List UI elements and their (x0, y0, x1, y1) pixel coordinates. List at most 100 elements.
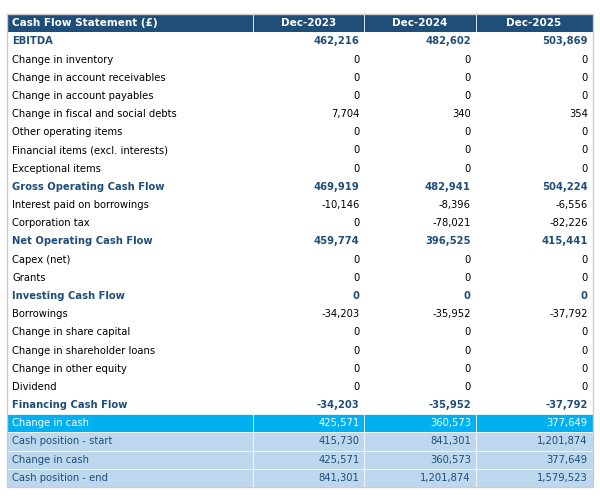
Text: 0: 0 (464, 273, 471, 283)
FancyBboxPatch shape (476, 14, 593, 32)
FancyBboxPatch shape (253, 378, 364, 396)
FancyBboxPatch shape (7, 269, 253, 287)
FancyBboxPatch shape (364, 469, 476, 487)
FancyBboxPatch shape (364, 141, 476, 160)
Text: 0: 0 (353, 164, 359, 174)
Text: 0: 0 (464, 364, 471, 374)
Text: Financial items (excl. interests): Financial items (excl. interests) (12, 145, 168, 155)
FancyBboxPatch shape (253, 287, 364, 305)
FancyBboxPatch shape (476, 178, 593, 196)
FancyBboxPatch shape (7, 105, 253, 123)
Text: -37,792: -37,792 (550, 309, 588, 319)
FancyBboxPatch shape (364, 432, 476, 450)
Text: -35,952: -35,952 (428, 400, 471, 410)
Text: Cash position - end: Cash position - end (12, 473, 108, 483)
Text: 1,201,874: 1,201,874 (421, 473, 471, 483)
FancyBboxPatch shape (7, 69, 253, 87)
Text: Dec-2024: Dec-2024 (392, 18, 448, 28)
Text: 0: 0 (353, 91, 359, 101)
Text: Change in other equity: Change in other equity (12, 364, 127, 374)
FancyBboxPatch shape (7, 450, 253, 469)
FancyBboxPatch shape (476, 432, 593, 450)
Text: 0: 0 (581, 364, 588, 374)
Text: 0: 0 (353, 382, 359, 392)
Text: Change in fiscal and social debts: Change in fiscal and social debts (12, 109, 177, 119)
Text: Gross Operating Cash Flow: Gross Operating Cash Flow (12, 182, 164, 192)
FancyBboxPatch shape (253, 14, 364, 32)
FancyBboxPatch shape (253, 305, 364, 323)
Text: 1,579,523: 1,579,523 (537, 473, 588, 483)
Text: 0: 0 (464, 164, 471, 174)
Text: 396,525: 396,525 (425, 236, 471, 246)
FancyBboxPatch shape (476, 341, 593, 360)
Text: 354: 354 (569, 109, 588, 119)
FancyBboxPatch shape (7, 432, 253, 450)
FancyBboxPatch shape (7, 414, 253, 432)
FancyBboxPatch shape (476, 196, 593, 214)
Text: Borrowings: Borrowings (12, 309, 68, 319)
Text: Exceptional items: Exceptional items (12, 164, 101, 174)
FancyBboxPatch shape (476, 450, 593, 469)
FancyBboxPatch shape (476, 378, 593, 396)
Text: -6,556: -6,556 (556, 200, 588, 210)
FancyBboxPatch shape (253, 178, 364, 196)
Text: 415,730: 415,730 (319, 436, 359, 446)
Text: 0: 0 (581, 346, 588, 356)
FancyBboxPatch shape (364, 51, 476, 69)
FancyBboxPatch shape (364, 32, 476, 51)
FancyBboxPatch shape (476, 287, 593, 305)
FancyBboxPatch shape (364, 123, 476, 141)
FancyBboxPatch shape (364, 178, 476, 196)
FancyBboxPatch shape (476, 250, 593, 269)
FancyBboxPatch shape (7, 469, 253, 487)
Text: 0: 0 (353, 73, 359, 83)
Text: 0: 0 (464, 55, 471, 65)
Text: Cash Flow Statement (£): Cash Flow Statement (£) (12, 18, 158, 28)
FancyBboxPatch shape (7, 87, 253, 105)
Text: Dec-2025: Dec-2025 (506, 18, 562, 28)
FancyBboxPatch shape (7, 32, 253, 51)
Text: 504,224: 504,224 (542, 182, 588, 192)
Text: Change in account payables: Change in account payables (12, 91, 154, 101)
FancyBboxPatch shape (7, 287, 253, 305)
Text: 0: 0 (464, 291, 471, 301)
Text: 0: 0 (581, 255, 588, 265)
Text: -82,226: -82,226 (550, 218, 588, 228)
Text: 0: 0 (581, 164, 588, 174)
Text: Change in account receivables: Change in account receivables (12, 73, 166, 83)
FancyBboxPatch shape (476, 32, 593, 51)
Text: 482,941: 482,941 (425, 182, 471, 192)
FancyBboxPatch shape (364, 396, 476, 414)
Text: 0: 0 (464, 127, 471, 137)
Text: Dividend: Dividend (12, 382, 57, 392)
Text: -10,146: -10,146 (321, 200, 359, 210)
Text: 0: 0 (464, 91, 471, 101)
FancyBboxPatch shape (364, 287, 476, 305)
FancyBboxPatch shape (253, 160, 364, 178)
Text: 0: 0 (464, 327, 471, 337)
FancyBboxPatch shape (253, 432, 364, 450)
FancyBboxPatch shape (364, 341, 476, 360)
FancyBboxPatch shape (476, 232, 593, 250)
Text: 0: 0 (353, 327, 359, 337)
Text: 340: 340 (452, 109, 471, 119)
FancyBboxPatch shape (364, 250, 476, 269)
Text: 469,919: 469,919 (314, 182, 359, 192)
Text: Other operating items: Other operating items (12, 127, 122, 137)
Text: 0: 0 (581, 382, 588, 392)
Text: 0: 0 (581, 127, 588, 137)
Text: 0: 0 (581, 73, 588, 83)
Text: 841,301: 841,301 (319, 473, 359, 483)
FancyBboxPatch shape (253, 323, 364, 341)
FancyBboxPatch shape (7, 214, 253, 232)
Text: 0: 0 (464, 145, 471, 155)
Text: 0: 0 (353, 55, 359, 65)
FancyBboxPatch shape (253, 105, 364, 123)
Text: Financing Cash Flow: Financing Cash Flow (12, 400, 128, 410)
FancyBboxPatch shape (253, 141, 364, 160)
FancyBboxPatch shape (253, 51, 364, 69)
FancyBboxPatch shape (7, 305, 253, 323)
FancyBboxPatch shape (253, 250, 364, 269)
Text: 0: 0 (353, 218, 359, 228)
Text: 377,649: 377,649 (547, 418, 588, 428)
